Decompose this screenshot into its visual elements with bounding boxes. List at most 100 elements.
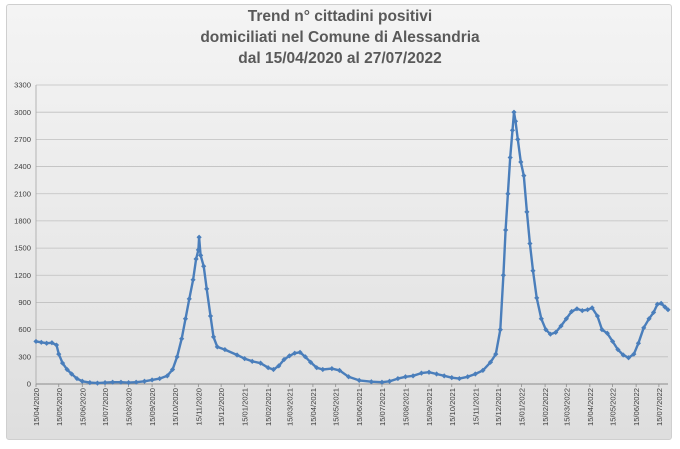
y-tick-label-300: 300	[18, 352, 31, 361]
chart-title-line-3: dal 15/04/2020 al 27/07/2022	[238, 50, 442, 67]
data-point-100	[594, 313, 601, 319]
gridlines	[36, 84, 668, 358]
data-point-63	[418, 370, 425, 376]
x-tick-label-27: 15/07/2022	[655, 388, 664, 426]
data-point-42	[265, 365, 271, 371]
data-point-29	[195, 247, 201, 253]
data-point-36	[214, 344, 220, 350]
data-point-54	[336, 367, 343, 374]
data-point-77	[505, 191, 511, 197]
y-tick-label-1800: 1800	[14, 217, 31, 226]
data-point-44	[276, 363, 282, 369]
data-point-64	[426, 369, 432, 375]
x-tick-label-1: 15/05/2020	[55, 388, 64, 426]
data-point-4	[53, 342, 60, 348]
data-point-112	[654, 301, 660, 307]
data-point-92	[553, 329, 559, 335]
data-point-103	[610, 338, 616, 345]
data-point-83	[518, 159, 524, 165]
x-tick-label-25: 15/05/2022	[609, 388, 618, 426]
data-point-53	[329, 365, 335, 372]
series-cittadini-positivi	[33, 109, 671, 386]
data-point-98	[584, 307, 591, 313]
data-point-7	[64, 366, 70, 373]
x-tick-label-7: 15/11/2020	[194, 388, 203, 425]
data-point-23	[174, 354, 180, 360]
y-tick-label-1200: 1200	[14, 271, 31, 280]
data-point-51	[314, 365, 320, 371]
x-tick-label-5: 15/09/2020	[148, 388, 157, 426]
y-tick-label-1500: 1500	[14, 244, 31, 253]
data-point-16	[125, 380, 132, 386]
x-tick-label-4: 15/08/2020	[125, 388, 134, 426]
data-point-31	[198, 252, 204, 258]
data-point-58	[379, 379, 385, 385]
data-point-27	[190, 277, 196, 283]
data-point-3	[49, 340, 55, 346]
data-point-87	[530, 268, 536, 274]
data-point-107	[631, 351, 637, 357]
y-axis-ticks: 0 300 600 900 1200 1500 1800 2100 2400 2700 3000 33…	[14, 81, 31, 389]
y-tick-label-0: 0	[27, 380, 31, 389]
data-point-71	[480, 367, 486, 374]
data-point-61	[402, 374, 409, 380]
y-tick-label-900: 900	[18, 298, 31, 307]
data-point-86	[527, 240, 533, 247]
data-point-37	[222, 346, 228, 353]
data-point-74	[497, 327, 503, 333]
x-tick-label-23: 15/03/2022	[562, 388, 571, 426]
x-tick-label-6: 15/10/2020	[171, 388, 180, 426]
y-tick-label-3300: 3300	[14, 81, 31, 90]
data-point-24	[179, 336, 185, 342]
chart-title-line-2: domiciliati nel Comune di Alessandria	[200, 29, 480, 46]
data-point-46	[286, 353, 293, 359]
data-point-113	[658, 300, 664, 306]
data-point-19	[149, 377, 155, 383]
axes	[35, 85, 668, 385]
data-point-18	[141, 378, 148, 384]
x-tick-label-26: 15/06/2022	[632, 388, 641, 426]
data-point-25	[182, 316, 189, 322]
data-point-2	[44, 340, 50, 346]
data-point-67	[449, 375, 455, 381]
data-point-96	[574, 306, 580, 312]
x-tick-label-8: 15/12/2020	[217, 388, 226, 426]
data-point-105	[620, 352, 626, 358]
data-point-95	[569, 308, 575, 315]
data-point-102	[604, 330, 610, 336]
data-point-68	[456, 375, 462, 382]
data-point-76	[503, 227, 509, 233]
data-point-49	[302, 354, 308, 360]
chart-frame	[6, 4, 672, 440]
data-point-85	[524, 209, 530, 215]
data-point-90	[543, 327, 549, 333]
data-point-47	[292, 350, 298, 356]
data-point-81	[512, 118, 519, 124]
data-point-59	[386, 378, 393, 384]
data-point-79	[509, 127, 516, 133]
x-tick-label-15: 15/07/2021	[378, 388, 387, 426]
y-tick-label-600: 600	[18, 325, 31, 334]
data-point-22	[169, 366, 176, 373]
data-point-94	[563, 316, 569, 322]
data-point-65	[433, 371, 440, 377]
data-point-32	[201, 263, 207, 269]
data-point-66	[441, 373, 447, 379]
x-tick-label-17: 15/09/2021	[425, 388, 434, 426]
x-tick-label-22: 15/02/2022	[541, 388, 550, 426]
x-tick-label-18: 15/10/2021	[448, 388, 457, 426]
data-point-93	[558, 323, 564, 329]
y-tick-label-2700: 2700	[14, 135, 31, 144]
data-point-109	[641, 325, 647, 331]
data-point-91	[547, 331, 554, 337]
x-axis-ticks: 15/04/2020 15/05/2020 15/06/2020 15/07/2020…	[32, 384, 664, 426]
data-point-55	[345, 374, 352, 380]
data-point-62	[410, 373, 416, 379]
data-point-1	[38, 339, 44, 345]
data-point-15	[118, 379, 124, 385]
data-point-88	[534, 295, 540, 301]
data-point-8	[69, 371, 75, 377]
data-point-39	[242, 356, 248, 362]
data-point-60	[395, 375, 401, 382]
